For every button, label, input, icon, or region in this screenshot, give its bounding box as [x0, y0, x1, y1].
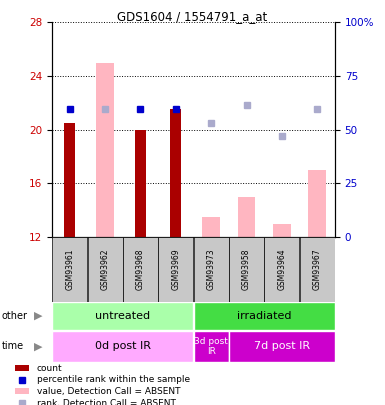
Text: GSM93968: GSM93968 — [136, 249, 145, 290]
Text: 7d post IR: 7d post IR — [254, 341, 310, 351]
Bar — [229, 331, 335, 362]
Text: time: time — [2, 341, 24, 351]
Bar — [194, 237, 229, 302]
Bar — [64, 123, 75, 237]
Text: irradiated: irradiated — [237, 311, 291, 321]
Bar — [229, 237, 264, 302]
Bar — [264, 237, 300, 302]
Bar — [158, 237, 193, 302]
Text: untreated: untreated — [95, 311, 150, 321]
Text: GSM93969: GSM93969 — [171, 249, 180, 290]
Bar — [273, 224, 291, 237]
Text: ▶: ▶ — [34, 341, 43, 351]
Bar — [96, 62, 114, 237]
Text: other: other — [2, 311, 28, 321]
Bar — [52, 302, 193, 330]
Bar — [135, 130, 146, 237]
Bar — [15, 388, 29, 394]
Bar — [202, 217, 220, 237]
Bar — [308, 170, 326, 237]
Text: 0d post IR: 0d post IR — [95, 341, 151, 351]
Text: GSM93967: GSM93967 — [313, 249, 322, 290]
Bar — [171, 109, 181, 237]
Bar — [123, 237, 158, 302]
Text: 3d post
IR: 3d post IR — [194, 337, 228, 356]
Text: ▶: ▶ — [34, 311, 43, 321]
Bar — [300, 237, 335, 302]
Text: GSM93961: GSM93961 — [65, 249, 74, 290]
Text: percentile rank within the sample: percentile rank within the sample — [37, 375, 190, 384]
Text: count: count — [37, 364, 62, 373]
Text: GDS1604 / 1554791_a_at: GDS1604 / 1554791_a_at — [117, 10, 268, 23]
Bar — [194, 331, 229, 362]
Text: value, Detection Call = ABSENT: value, Detection Call = ABSENT — [37, 387, 180, 396]
Text: GSM93964: GSM93964 — [277, 249, 286, 290]
Text: GSM93962: GSM93962 — [100, 249, 110, 290]
Text: GSM93958: GSM93958 — [242, 249, 251, 290]
Bar — [52, 331, 193, 362]
Bar — [52, 237, 87, 302]
Bar — [15, 365, 29, 371]
Text: rank, Detection Call = ABSENT: rank, Detection Call = ABSENT — [37, 399, 176, 405]
Bar — [238, 197, 255, 237]
Bar — [87, 237, 122, 302]
Text: GSM93973: GSM93973 — [207, 249, 216, 290]
Bar — [194, 302, 335, 330]
